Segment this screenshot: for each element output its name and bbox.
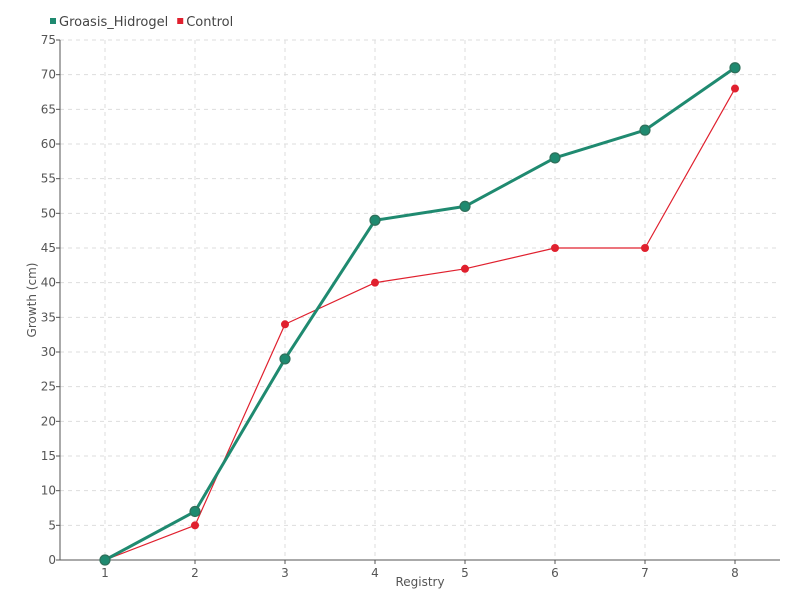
- data-point-groasis-hidrogel: [459, 200, 471, 212]
- y-tick-label: 35: [41, 310, 56, 324]
- data-point-control: [371, 278, 379, 287]
- data-point-groasis-hidrogel: [99, 554, 111, 566]
- x-tick-label: 3: [281, 566, 289, 580]
- axes-layer: [59, 40, 780, 561]
- y-axis-title: Growth (cm): [25, 263, 39, 338]
- series-layer: [99, 62, 741, 566]
- data-point-control: [551, 244, 559, 252]
- data-point-groasis-hidrogel: [639, 124, 651, 136]
- y-tick-label: 55: [41, 172, 56, 186]
- y-tick-label: 10: [41, 484, 56, 498]
- legend-label: Control: [186, 15, 233, 30]
- data-point-control: [641, 244, 649, 252]
- x-tick-label: 5: [461, 566, 469, 580]
- y-tick-label: 15: [41, 449, 56, 463]
- data-point-control: [191, 521, 199, 530]
- legend-swatch: [177, 18, 184, 24]
- x-tick-label: 6: [551, 566, 559, 580]
- series-line-groasis-hidrogel: [104, 66, 736, 562]
- y-tick-label: 5: [48, 518, 56, 532]
- y-tick-label: 30: [41, 345, 56, 359]
- x-tick-label: 4: [371, 566, 379, 580]
- x-tick-label: 7: [641, 566, 649, 580]
- data-point-control: [731, 84, 739, 93]
- y-tick-label: 70: [41, 68, 56, 82]
- data-point-groasis-hidrogel: [279, 353, 291, 365]
- legend: Groasis_Hidrogel Control: [50, 15, 233, 30]
- legend-label: Groasis_Hidrogel: [59, 15, 168, 30]
- legend-swatch: [50, 18, 56, 24]
- data-point-groasis-hidrogel: [369, 214, 381, 226]
- grid-layer: [60, 39, 780, 560]
- y-tick-label: 25: [41, 380, 56, 394]
- y-tick-label: 20: [41, 414, 56, 428]
- x-tick-label: 2: [191, 566, 199, 580]
- y-tick-label: 45: [41, 241, 56, 255]
- x-tick-label: 1: [101, 566, 109, 580]
- data-point-groasis-hidrogel: [549, 152, 561, 164]
- y-tick-label: 60: [41, 137, 56, 151]
- series-line-control: [104, 88, 736, 561]
- data-point-groasis-hidrogel: [729, 62, 741, 74]
- data-point-control: [281, 320, 289, 329]
- y-tick-label: 40: [41, 276, 56, 290]
- y-tick-label: 0: [48, 553, 56, 567]
- y-tick-label: 50: [41, 206, 56, 220]
- x-tick-label: 8: [731, 566, 739, 580]
- data-point-groasis-hidrogel: [189, 505, 201, 518]
- y-tick-label: 65: [41, 102, 56, 116]
- y-tick-label: 75: [41, 33, 56, 47]
- data-point-control: [461, 264, 469, 273]
- x-axis-title: Registry: [395, 575, 444, 589]
